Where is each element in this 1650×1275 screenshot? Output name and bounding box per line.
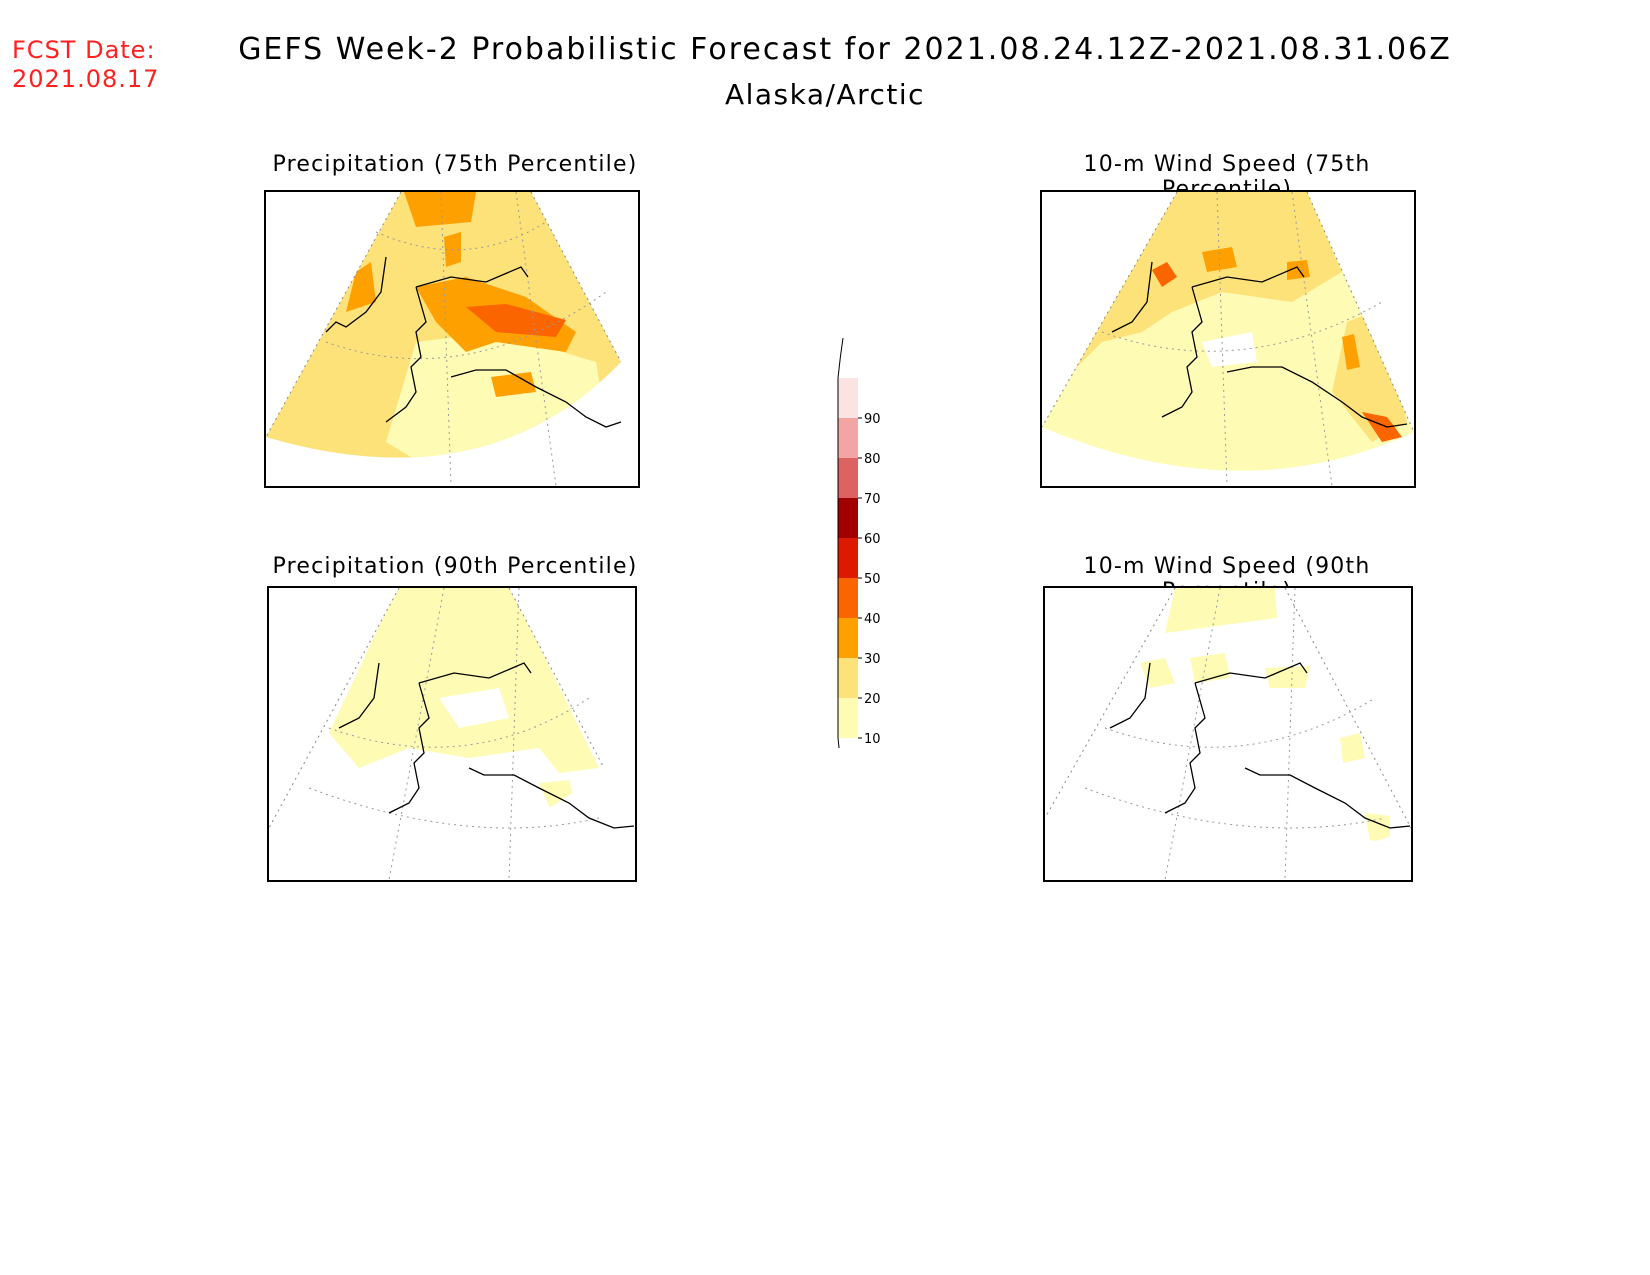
colorbar-label: 50 <box>864 572 881 587</box>
colorbar-label: 80 <box>864 452 881 467</box>
colorbar-label: 40 <box>864 612 881 627</box>
colorbar-top-cap <box>837 337 844 379</box>
colorbar-swatch <box>838 538 858 578</box>
colorbar-label: 10 <box>864 732 881 747</box>
colorbar-swatch <box>838 658 858 698</box>
colorbar-label: 20 <box>864 692 881 707</box>
colorbar-label: 70 <box>864 492 881 507</box>
colorbar-label: 60 <box>864 532 881 547</box>
fcst-date-label: FCST Date: <box>12 36 156 64</box>
panel-title-precip-90: Precipitation (90th Percentile) <box>272 554 638 579</box>
map-wind-90 <box>1043 586 1413 882</box>
colorbar-swatch <box>838 378 858 418</box>
map-wind-75 <box>1040 190 1416 488</box>
colorbar-swatch <box>838 698 858 738</box>
page-title: GEFS Week-2 Probabilistic Forecast for 2… <box>238 32 1452 67</box>
colorbar: 90 80 70 60 50 40 30 20 10 <box>820 337 900 779</box>
map-precip-75 <box>264 190 640 488</box>
colorbar-bottom-cap <box>837 737 844 779</box>
map-precip-90 <box>267 586 637 882</box>
colorbar-label: 30 <box>864 652 881 667</box>
colorbar-swatch <box>838 458 858 498</box>
region-subtitle: Alaska/Arctic <box>724 78 926 111</box>
colorbar-swatch <box>838 418 858 458</box>
colorbar-svg: 90 80 70 60 50 40 30 20 10 <box>837 337 881 779</box>
fcst-date-value: 2021.08.17 <box>12 65 160 93</box>
forecast-date: FCST Date: 2021.08.17 <box>12 36 159 94</box>
colorbar-swatch <box>838 578 858 618</box>
colorbar-swatch <box>838 618 858 658</box>
panel-title-precip-75: Precipitation (75th Percentile) <box>272 152 638 177</box>
colorbar-swatch <box>838 498 858 538</box>
colorbar-label: 90 <box>864 412 881 427</box>
